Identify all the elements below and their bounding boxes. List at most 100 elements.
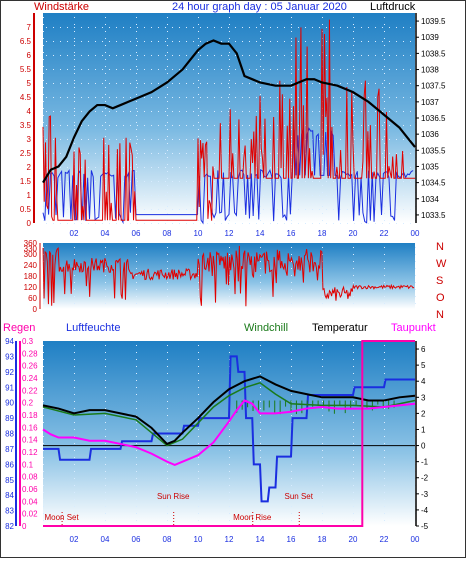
- grid-dot: [396, 167, 397, 168]
- grid-dot: [105, 220, 106, 221]
- grid-dot: [43, 520, 44, 521]
- grid-dot: [228, 27, 229, 28]
- grid-dot: [228, 83, 229, 84]
- grid-dot: [43, 122, 44, 123]
- grid-dot: [368, 209, 369, 210]
- grid-dot: [260, 150, 261, 151]
- grid-dot: [298, 97, 299, 98]
- grid-dot: [305, 181, 306, 182]
- grid-dot: [198, 394, 199, 395]
- grid-dot: [347, 27, 348, 28]
- grid-dot: [291, 254, 292, 255]
- grid-dot: [60, 97, 61, 98]
- grid-dot: [353, 443, 354, 444]
- grid-dot: [298, 55, 299, 56]
- grid-dot: [333, 83, 334, 84]
- grid-dot: [167, 80, 168, 81]
- grid-dot: [229, 471, 230, 472]
- event-marker: [173, 524, 175, 525]
- grid-dot: [353, 108, 354, 109]
- grid-dot: [228, 41, 229, 42]
- grid-dot: [165, 181, 166, 182]
- grid-dot: [382, 97, 383, 98]
- grid-dot: [105, 436, 106, 437]
- temperature-tick-label: -1: [421, 458, 429, 467]
- grid-dot: [326, 41, 327, 42]
- grid-dot: [158, 223, 159, 224]
- grid-dot: [105, 401, 106, 402]
- grid-dot: [235, 41, 236, 42]
- grid-dot: [389, 209, 390, 210]
- grid-dot: [165, 111, 166, 112]
- grid-dot: [167, 520, 168, 521]
- grid-dot: [229, 220, 230, 221]
- grid-dot: [167, 499, 168, 500]
- x-tick-label: 22: [380, 229, 389, 238]
- grid-dot: [353, 485, 354, 486]
- grid-dot: [242, 153, 243, 154]
- grid-dot: [389, 27, 390, 28]
- grid-dot: [74, 282, 75, 283]
- direction-tick-label: 60: [28, 294, 37, 303]
- grid-dot: [375, 41, 376, 42]
- grid-dot: [67, 195, 68, 196]
- temperature-tick-label: -5: [421, 522, 429, 531]
- grid-dot: [221, 125, 222, 126]
- grid-dot: [74, 66, 75, 67]
- grid-dot: [384, 373, 385, 374]
- humidity-tick-label: 87: [5, 445, 14, 454]
- grid-dot: [242, 111, 243, 112]
- grid-dot: [353, 261, 354, 262]
- grid-dot: [375, 209, 376, 210]
- grid-dot: [60, 125, 61, 126]
- grid-dot: [43, 52, 44, 53]
- grid-dot: [198, 429, 199, 430]
- grid-dot: [284, 111, 285, 112]
- grid-dot: [179, 27, 180, 28]
- grid-dot: [256, 55, 257, 56]
- grid-dot: [347, 223, 348, 224]
- grid-dot: [368, 55, 369, 56]
- grid-dot: [340, 195, 341, 196]
- grid-dot: [172, 41, 173, 42]
- grid-dot: [249, 195, 250, 196]
- grid-dot: [158, 153, 159, 154]
- grid-dot: [136, 394, 137, 395]
- grid-dot: [43, 206, 44, 207]
- grid-dot: [116, 83, 117, 84]
- grid-dot: [354, 139, 355, 140]
- grid-dot: [353, 45, 354, 46]
- grid-dot: [136, 303, 137, 304]
- grid-dot: [353, 254, 354, 255]
- grid-dot: [322, 359, 323, 360]
- grid-dot: [322, 136, 323, 137]
- rain-tick-label: 0.06: [22, 485, 38, 494]
- grid-dot: [389, 83, 390, 84]
- grid-dot: [305, 97, 306, 98]
- grid-dot: [322, 464, 323, 465]
- x-tick-label: 06: [132, 229, 141, 238]
- grid-dot: [74, 352, 75, 353]
- grid-dot: [291, 164, 292, 165]
- grid-dot: [221, 181, 222, 182]
- grid-dot: [322, 185, 323, 186]
- grid-dot: [167, 31, 168, 32]
- grid-dot: [136, 150, 137, 151]
- grid-dot: [260, 45, 261, 46]
- rain-tick-label: 0.2: [22, 399, 34, 408]
- grid-dot: [368, 83, 369, 84]
- grid-dot: [167, 157, 168, 158]
- grid-dot: [200, 181, 201, 182]
- grid-dot: [229, 443, 230, 444]
- grid-dot: [167, 373, 168, 374]
- grid-dot: [322, 150, 323, 151]
- grid-dot: [319, 125, 320, 126]
- grid-dot: [43, 359, 44, 360]
- pressure-tick-label: 1037: [421, 98, 439, 107]
- grid-dot: [136, 401, 137, 402]
- grid-dot: [74, 139, 75, 140]
- grid-dot: [167, 129, 168, 130]
- grid-dot: [382, 209, 383, 210]
- grid-dot: [361, 69, 362, 70]
- grid-dot: [102, 167, 103, 168]
